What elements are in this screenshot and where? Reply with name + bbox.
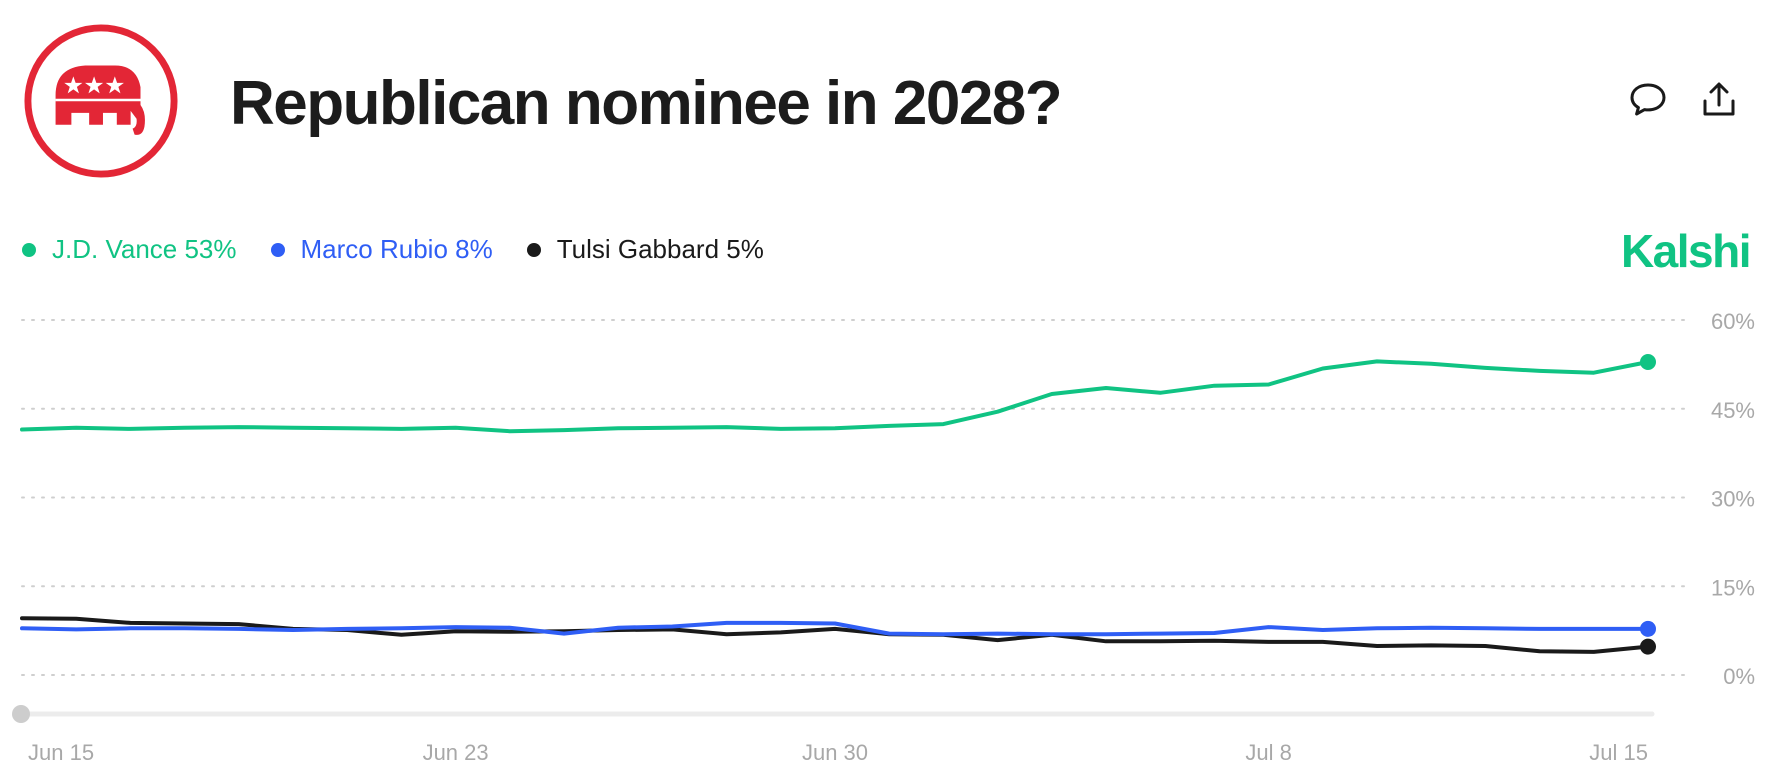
comment-button[interactable] [1626, 78, 1670, 122]
legend-label-vance: J.D. Vance 53% [52, 234, 237, 264]
series-line [20, 359, 1650, 434]
legend-item-gabbard[interactable]: Tulsi Gabbard 5% [526, 234, 764, 265]
legend-dot-gabbard [526, 242, 541, 257]
x-tick-label: Jul 8 [1245, 740, 1291, 765]
x-tick-label: Jul 15 [1589, 740, 1648, 765]
y-tick-label: 60% [1711, 309, 1755, 334]
legend-label-rubio: Marco Rubio 8% [300, 234, 493, 264]
kalshi-logo: Kalshi [1620, 225, 1752, 277]
y-tick-label: 15% [1711, 575, 1755, 600]
series-end-point [1640, 354, 1656, 371]
series-line [20, 620, 1650, 637]
legend-dot-rubio [270, 242, 285, 257]
legend-item-rubio[interactable]: Marco Rubio 8% [270, 234, 493, 265]
series-end-point [1640, 620, 1656, 637]
legend-item-vance[interactable]: J.D. Vance 53% [22, 234, 237, 265]
comment-icon [1630, 83, 1666, 116]
chart-legend: J.D. Vance 53% Marco Rubio 8% Tulsi Gabb… [22, 234, 764, 265]
x-tick-label: Jun 15 [28, 740, 94, 765]
y-tick-label: 45% [1711, 398, 1755, 423]
y-tick-label: 0% [1723, 664, 1755, 689]
legend-label-gabbard: Tulsi Gabbard 5% [556, 234, 764, 264]
legend-dot-vance [22, 242, 36, 257]
series-end-point [1640, 638, 1656, 655]
share-button[interactable] [1697, 78, 1741, 122]
y-tick-label: 30% [1711, 487, 1755, 512]
republican-elephant-icon [22, 22, 180, 180]
x-tick-label: Jun 23 [423, 740, 489, 765]
time-scrubber-handle[interactable] [12, 705, 30, 723]
x-tick-label: Jun 30 [802, 740, 868, 765]
page-title: Republican nominee in 2028? [230, 69, 1063, 138]
share-icon [1703, 82, 1735, 116]
